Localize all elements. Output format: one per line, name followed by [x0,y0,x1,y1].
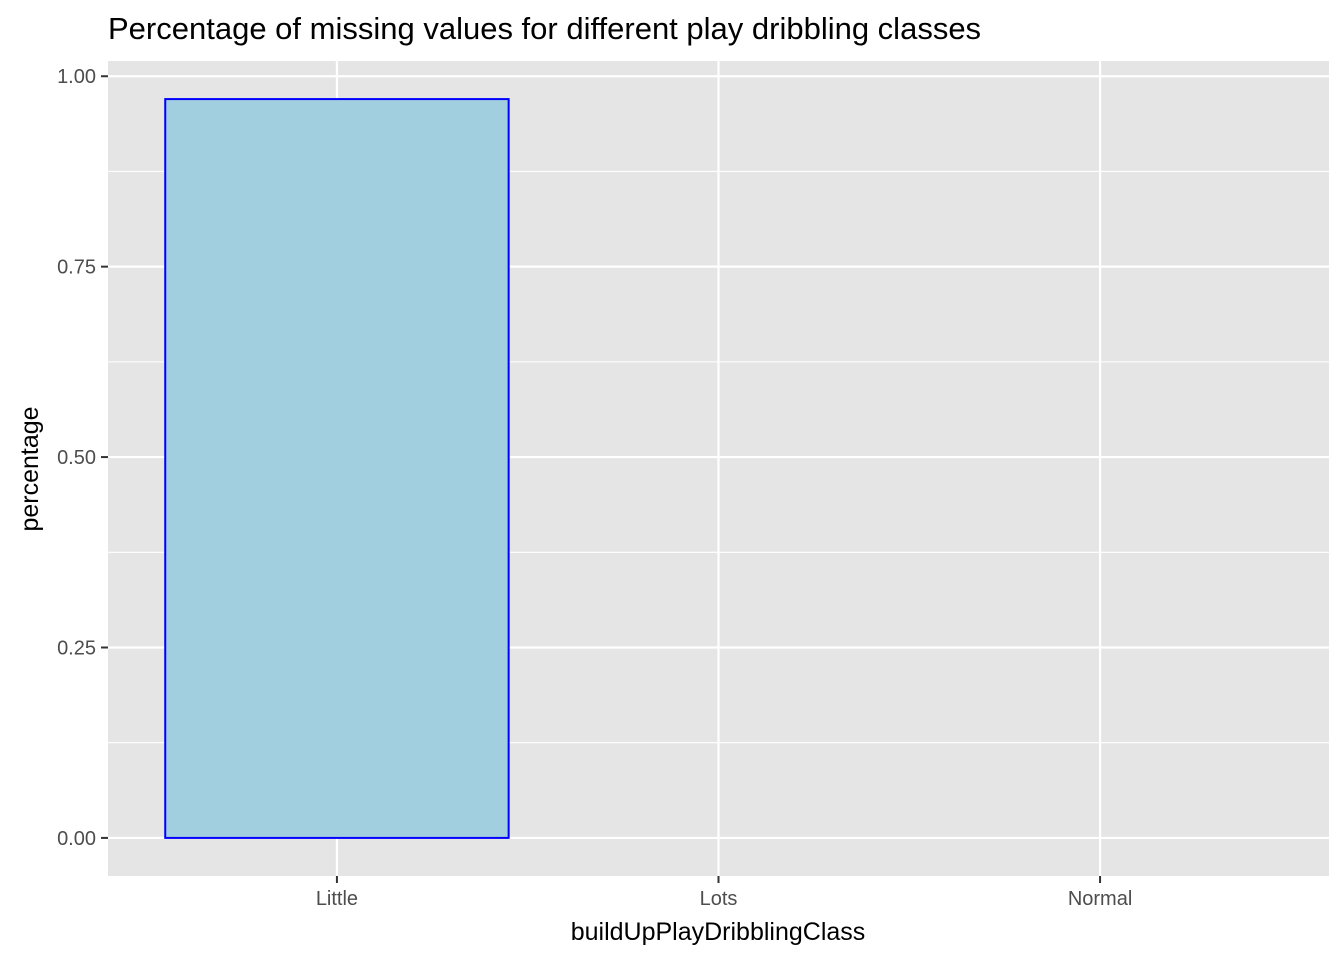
y-tick-label: 0.25 [57,637,96,659]
y-axis: 0.00 0.25 0.50 0.75 1.00 [57,66,108,850]
x-axis: Little Lots Normal [316,876,1132,910]
y-tick-label: 0.75 [57,257,96,279]
x-axis-title: buildUpPlayDribblingClass [571,918,866,946]
bar-little [164,98,510,839]
x-tick-label: Normal [1068,888,1132,910]
y-axis-title: percentage [16,406,44,531]
x-tick-label: Lots [700,888,738,910]
y-tick-label: 1.00 [57,66,96,88]
chart-title: Percentage of missing values for differe… [108,11,981,46]
bars [164,98,510,839]
y-tick-label: 0.50 [57,447,96,469]
y-tick-label: 0.00 [57,828,96,850]
x-tick-label: Little [316,888,358,910]
